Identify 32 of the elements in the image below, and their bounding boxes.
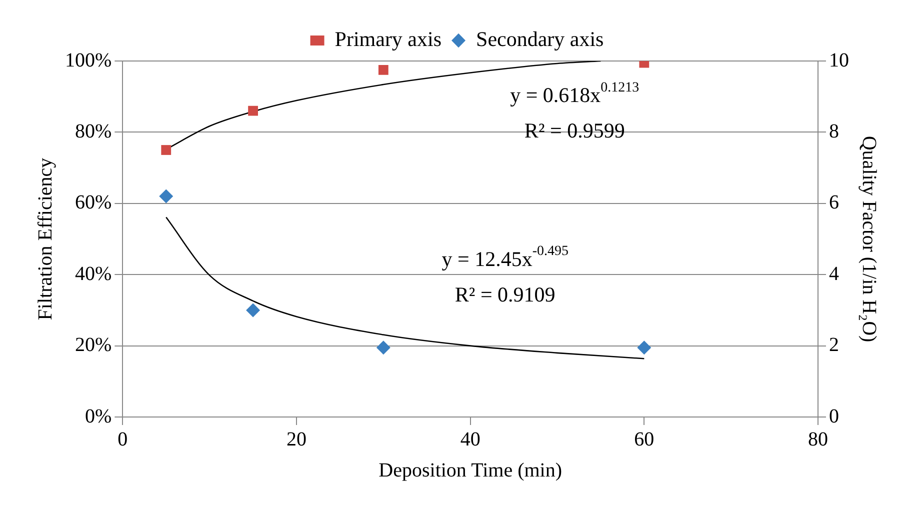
y-tick-label: 0%: [84, 405, 112, 428]
y-tick-label: 80%: [74, 120, 112, 142]
y-tick-label: 40%: [74, 262, 112, 285]
y2-tick-label: 6: [829, 192, 839, 214]
y2-axis-title: Quality Factor (1/in H₂O): [858, 136, 880, 342]
x-tick-label: 0: [118, 428, 128, 450]
x-tick-label: 60: [634, 428, 654, 450]
y2-tick-label: 8: [829, 120, 839, 142]
point: [378, 64, 388, 75]
point: [246, 303, 260, 318]
annotation: R² = 0.9109: [454, 282, 556, 306]
x-axis-title: Deposition Time (min): [378, 459, 562, 482]
point: [637, 340, 652, 355]
y2-tick-label: 4: [829, 262, 839, 285]
y2-tick-label: 10: [829, 49, 849, 72]
x-tick-label: 20: [286, 428, 306, 450]
y-tick-label: 20%: [74, 334, 112, 356]
legend-label: Primary axis: [334, 27, 442, 52]
point: [161, 145, 172, 155]
point: [248, 106, 258, 116]
x-tick-label: 40: [460, 428, 480, 450]
y-tick-label: 100%: [64, 49, 112, 72]
legend-label: Secondary axis: [476, 27, 604, 52]
line-series: [165, 216, 645, 360]
point: [376, 340, 390, 355]
y-axis-title: Filtration Efficiency: [34, 158, 56, 320]
x-tick-label: 80: [808, 428, 828, 450]
annotation: R² = 0.9599: [524, 118, 625, 143]
y2-tick-label: 0: [829, 405, 839, 428]
y-tick-label: 60%: [74, 192, 112, 214]
point: [159, 189, 174, 204]
y2-tick-label: 2: [829, 334, 839, 356]
